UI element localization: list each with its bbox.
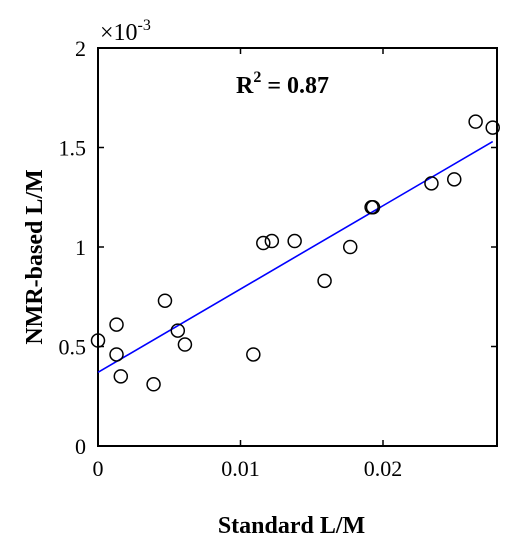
data-point [109,347,124,362]
data-point [90,333,106,348]
data-point [109,317,124,332]
data-point [424,176,439,191]
y-axis-label: NMR-based L/M [22,169,48,344]
points-layer [90,114,500,392]
y-axis-multiplier: ×10-3 [100,17,151,46]
data-point [246,347,261,362]
data-point [177,337,193,352]
data-point [365,199,381,215]
x-tick-label: 0.02 [364,456,403,481]
data-point [157,293,173,308]
data-point [468,114,483,129]
data-point [170,323,186,338]
regression-line [97,140,494,374]
data-point [256,235,271,251]
data-point [485,120,500,135]
y-tick-label: 1.5 [59,136,87,161]
ticks-layer: 0 0.01 0.02 0 0.5 1 1.5 2 [59,36,497,481]
fit-line-layer [97,140,494,374]
data-point [146,377,161,392]
data-point [447,172,462,187]
data-point [113,369,129,384]
x-axis-label: Standard L/M [218,513,365,539]
data-point [264,233,280,249]
data-point [342,239,358,255]
data-point [317,273,332,289]
y-tick-label: 0.5 [59,335,87,360]
x-tick-label: 0.01 [221,456,260,481]
y-tick-label: 0 [75,434,86,459]
r-squared-annotation: R2 = 0.87 [236,69,329,99]
x-tick-label: 0 [93,456,104,481]
y-tick-label: 1 [75,235,86,260]
y-tick-label: 2 [75,36,86,61]
data-point [287,233,302,249]
